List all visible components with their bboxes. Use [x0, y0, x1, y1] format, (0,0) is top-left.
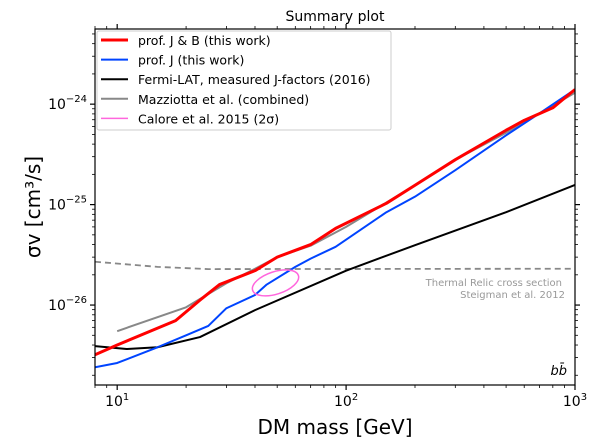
thermal-relic-citation: Steigman et al. 2012	[460, 290, 565, 301]
legend-label: Calore et al. 2015 (2σ)	[138, 111, 279, 126]
thermal-relic-label: Thermal Relic cross section	[425, 278, 562, 289]
y-tick-label: 10−25	[48, 195, 87, 214]
legend-box	[96, 30, 392, 131]
legend-label: Fermi-LAT, measured J-factors (2016)	[138, 72, 371, 87]
x-axis-label: DM mass [GeV]	[257, 415, 412, 439]
x-tick-label: 102	[334, 392, 358, 410]
series-calore-et-al-2015-2	[251, 269, 300, 297]
thermal-relic-line	[95, 260, 575, 270]
series-fermi-lat-measured-j-factors-2016	[95, 183, 575, 351]
chart-title: Summary plot	[286, 9, 385, 25]
x-tick-label: 101	[105, 392, 129, 410]
legend-label: Mazziotta et al. (combined)	[138, 92, 309, 107]
legend-label: prof. J & B (this work)	[138, 33, 271, 48]
y-tick-label: 10−24	[48, 94, 87, 113]
plot-frame	[94, 28, 576, 386]
y-axis-label: σv [cm³/s]	[21, 156, 45, 258]
series-prof-j-b-this-work	[95, 88, 575, 357]
channel-annotation: bb̄	[550, 364, 567, 379]
x-tick-label: 103	[563, 392, 587, 410]
y-tick-label: 10−26	[48, 295, 87, 314]
series-prof-j-this-work	[95, 88, 575, 369]
legend-label: prof. J (this work)	[138, 53, 244, 68]
